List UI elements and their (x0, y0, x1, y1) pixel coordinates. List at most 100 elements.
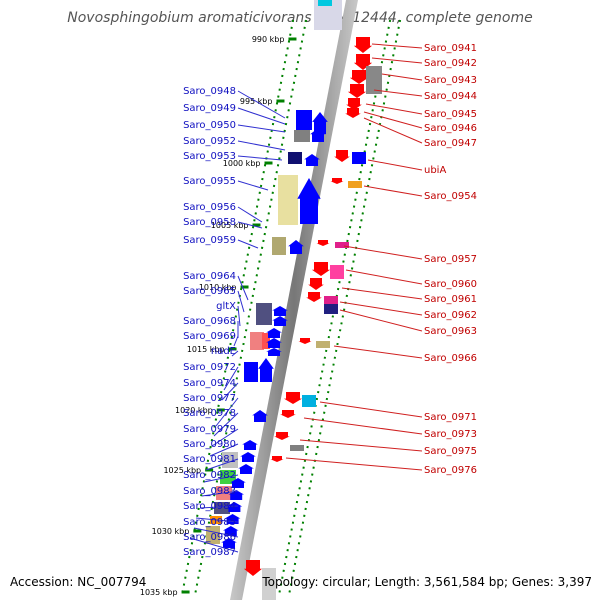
forward-gene-arrow (230, 478, 246, 488)
gene-label[interactable]: Saro_0985 (183, 517, 236, 528)
feature-block (278, 175, 298, 225)
gene-label[interactable]: Saro_0973 (424, 429, 477, 440)
gene-label[interactable]: Saro_0984 (183, 501, 236, 512)
gene-label[interactable]: Saro_0948 (183, 86, 236, 97)
leader-line (237, 155, 283, 161)
leader-line (211, 428, 239, 447)
scale-tick-label: 1010 kbp (199, 283, 237, 292)
gene-label[interactable]: Saro_0953 (183, 151, 236, 162)
gene-label[interactable]: Saro_0974 (183, 378, 236, 389)
leader-line (205, 458, 239, 471)
leader-line (231, 350, 239, 357)
reverse-gene-arrow (274, 432, 290, 440)
forward-gene-arrow (310, 128, 326, 142)
gene-label[interactable]: Saro_0942 (424, 58, 477, 69)
leader-line (189, 537, 239, 553)
reverse-gene-arrow (270, 456, 284, 462)
forward-gene-arrow (238, 464, 254, 474)
gene-label[interactable]: Saro_0941 (424, 43, 477, 54)
feature-block (294, 130, 310, 142)
gene-label[interactable]: Saro_0979 (183, 424, 236, 435)
reverse-gene-arrow (298, 338, 312, 344)
leader-line (381, 73, 423, 81)
gene-label[interactable]: Saro_0947 (424, 138, 477, 149)
gene-label[interactable]: Saro_0976 (424, 465, 477, 476)
leader-line (237, 107, 286, 125)
scale-tick-label: 1015 kbp (187, 345, 225, 354)
forward-gene-arrow (304, 154, 320, 166)
gene-label[interactable]: Saro_0956 (183, 202, 236, 213)
reverse-gene-arrow (347, 84, 367, 98)
gene-label[interactable]: Saro_0971 (424, 412, 477, 423)
reverse-gene-arrow (349, 70, 369, 84)
forward-gene-arrow (266, 348, 282, 356)
leader-line (343, 245, 423, 260)
leader-line (199, 505, 239, 509)
gene-label[interactable]: nadE (211, 346, 236, 357)
leader-line (371, 57, 423, 64)
leader-line (341, 287, 423, 300)
gene-label[interactable]: Saro_0981 (183, 454, 236, 465)
gene-label[interactable]: Saro_0968 (183, 316, 236, 327)
leader-line (363, 117, 423, 144)
gene-label[interactable]: Saro_0949 (183, 103, 236, 114)
gene-label[interactable]: Saro_0957 (424, 254, 477, 265)
leader-line (299, 439, 423, 452)
gene-label[interactable]: Saro_0944 (424, 91, 477, 102)
gene-label[interactable]: gltX (216, 301, 236, 312)
gene-label[interactable]: Saro_0964 (183, 271, 236, 282)
leader-line (237, 180, 269, 191)
leader-line (333, 345, 423, 359)
topology-text: Topology: circular; Length: 3,561,584 bp… (262, 575, 592, 589)
gene-label[interactable]: Saro_0961 (424, 294, 477, 305)
gene-label[interactable]: Saro_0960 (424, 279, 477, 290)
gene-label[interactable]: Saro_0962 (424, 310, 477, 321)
forward-gene-arrow (240, 452, 256, 462)
gene-label[interactable]: ubiA (424, 165, 446, 176)
gene-label[interactable]: Saro_0965 (183, 286, 236, 297)
forward-gene-arrow (242, 440, 258, 450)
leader-line (363, 185, 423, 197)
gene-label[interactable]: Saro_0978 (183, 408, 236, 419)
leader-line (365, 103, 423, 115)
gene-label[interactable]: Saro_0950 (183, 120, 236, 131)
feature-block (206, 526, 220, 544)
gene-label[interactable]: Saro_0987 (183, 547, 236, 558)
gene-label[interactable]: Saro_0977 (183, 393, 236, 404)
gene-label[interactable]: Saro_0986 (183, 532, 236, 543)
scale-tick-label: 1030 kbp (152, 527, 190, 536)
leader-line (237, 221, 263, 229)
backbone-bar (230, 0, 358, 600)
gene-label[interactable]: Saro_0972 (183, 362, 236, 373)
leader-line (373, 89, 423, 97)
forward-gene-arrow (221, 538, 237, 548)
gene-label[interactable]: Saro_0969 (183, 331, 236, 342)
reverse-gene-arrow (353, 37, 373, 53)
gene-label[interactable]: Saro_0952 (183, 136, 236, 147)
gene-label[interactable]: Saro_0955 (183, 176, 236, 187)
forward-gene-arrow (252, 410, 268, 422)
gene-label[interactable]: Saro_0943 (424, 75, 477, 86)
forward-gene-arrow (272, 316, 288, 326)
gene-label[interactable]: Saro_0980 (183, 439, 236, 450)
gene-label[interactable]: Saro_0958 (183, 217, 236, 228)
gene-label[interactable]: Saro_0983 (183, 486, 236, 497)
forward-gene-arrow (312, 112, 328, 134)
gene-label[interactable]: Saro_0945 (424, 109, 477, 120)
leader-line (285, 457, 423, 471)
leader-line (195, 517, 239, 523)
forward-gene-arrow (266, 328, 282, 338)
gene-label[interactable]: Saro_0982 (183, 470, 236, 481)
genome-backbone (230, 0, 358, 600)
figure-title: Novosphingobium aromaticivorans DSM 1244… (67, 10, 533, 26)
forward-gene-arrow (297, 178, 321, 224)
gene-label[interactable]: Saro_0975 (424, 446, 477, 457)
gene-label[interactable]: Saro_0946 (424, 123, 477, 134)
accession-text: Accession: NC_007794 (10, 575, 147, 589)
gene-label[interactable]: Saro_0966 (424, 353, 477, 364)
reverse-gene-arrow (330, 178, 344, 184)
gene-label[interactable]: Saro_0963 (424, 326, 477, 337)
feature-block (316, 341, 330, 348)
gene-label[interactable]: Saro_0954 (424, 191, 477, 202)
gene-label[interactable]: Saro_0959 (183, 235, 236, 246)
